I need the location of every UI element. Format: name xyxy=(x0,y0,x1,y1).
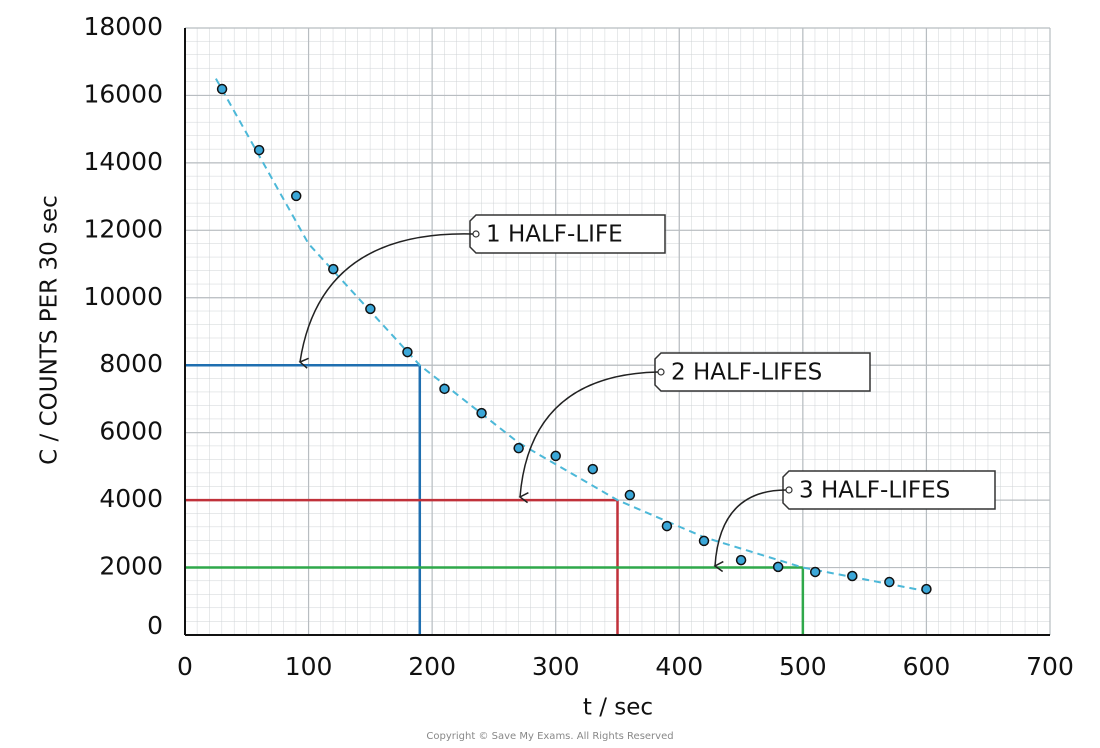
y-tick-label: 10000 xyxy=(83,282,163,311)
data-point xyxy=(698,535,710,547)
x-tick-label: 0 xyxy=(177,652,193,681)
annotation-tag xyxy=(654,352,871,392)
annotation-arrow xyxy=(298,233,474,369)
data-point xyxy=(476,407,487,419)
y-tick-label: 16000 xyxy=(83,79,163,108)
annotation-label: 2 HALF-LIFES xyxy=(671,360,822,386)
y-tick-label: 4000 xyxy=(99,484,163,513)
data-point xyxy=(290,190,302,202)
data-point xyxy=(513,442,524,454)
data-point xyxy=(216,83,228,95)
x-tick-label: 200 xyxy=(408,652,456,681)
tag-hole xyxy=(657,368,665,376)
annotation-label: 1 HALF-LIFE xyxy=(486,222,623,248)
x-axis-title: t / sec xyxy=(583,695,653,721)
y-tick-label: 2000 xyxy=(99,552,163,581)
data-point xyxy=(328,263,339,275)
data-point xyxy=(661,520,673,532)
data-point xyxy=(884,576,895,588)
y-tick-label: 0 xyxy=(147,611,163,640)
data-point xyxy=(921,583,932,595)
annotation-tag xyxy=(782,470,996,510)
data-point xyxy=(772,561,784,573)
copyright: Copyright © Save My Exams. All Rights Re… xyxy=(426,731,673,742)
annotation-label: 3 HALF-LIFES xyxy=(799,478,950,504)
data-point xyxy=(809,566,821,578)
data-point xyxy=(439,383,450,395)
annotation-arrow xyxy=(713,489,787,573)
y-axis-title: C / COUNTS PER 30 sec xyxy=(37,195,63,465)
y-tick-label: 12000 xyxy=(83,214,163,243)
data-point xyxy=(847,570,858,582)
data-point xyxy=(550,450,561,462)
x-tick-label: 700 xyxy=(1026,652,1074,681)
tag-hole xyxy=(785,486,793,494)
y-tick-label: 8000 xyxy=(99,349,163,378)
x-tick-label: 500 xyxy=(779,652,827,681)
data-point xyxy=(624,489,636,501)
x-tick-label: 600 xyxy=(903,652,951,681)
x-tick-label: 300 xyxy=(532,652,580,681)
x-tick-label: 400 xyxy=(655,652,703,681)
y-tick-label: 14000 xyxy=(83,147,163,176)
data-point xyxy=(402,346,413,358)
data-point xyxy=(735,554,747,566)
y-tick-label: 18000 xyxy=(83,12,163,41)
data-point xyxy=(587,463,599,475)
tag-hole xyxy=(472,230,480,238)
y-tick-label: 6000 xyxy=(99,417,163,446)
data-point xyxy=(253,144,265,156)
x-tick-label: 100 xyxy=(285,652,333,681)
data-point xyxy=(365,303,376,315)
annotation-tag xyxy=(469,214,666,254)
annotation-arrow xyxy=(518,371,659,504)
fit-curve xyxy=(215,78,927,593)
